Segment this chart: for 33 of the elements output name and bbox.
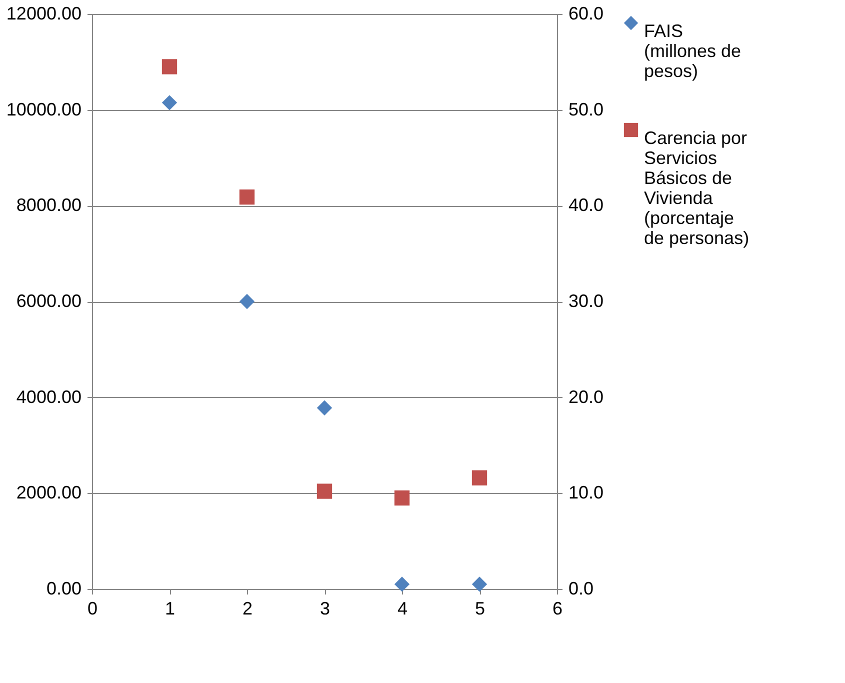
point	[472, 576, 488, 592]
y2-tick-label: 30.0	[568, 291, 604, 311]
y-tick-label: 2000.00	[16, 482, 82, 503]
y-tick-label: 4000.00	[16, 386, 82, 407]
point	[316, 400, 332, 416]
y-tick-label: 8000.00	[16, 195, 82, 216]
y-tick-label: 12000.00	[6, 4, 82, 24]
y2-tick-label: 0.0	[568, 578, 594, 598]
x-tick-label: 4	[397, 598, 408, 618]
y2-tick-label: 50.0	[568, 99, 604, 120]
y2-tick-label: 40.0	[568, 195, 604, 216]
y2-tick-label: 10.0	[568, 482, 604, 503]
x-tick-label: 0	[87, 598, 98, 618]
point	[394, 490, 410, 506]
point	[394, 576, 410, 592]
y-tick-label: 10000.00	[6, 99, 82, 120]
x-tick-label: 6	[552, 598, 563, 618]
point	[239, 294, 255, 310]
y-tick-label: 6000.00	[16, 291, 82, 311]
y2-tick-label: 60.0	[568, 4, 604, 24]
x-tick-label: 1	[164, 598, 176, 618]
y-tick-label: 0.00	[46, 578, 82, 598]
point	[162, 95, 178, 110]
y2-tick-label: 20.0	[568, 386, 604, 407]
x-tick-label: 3	[320, 598, 330, 618]
x-tick-label: 5	[474, 598, 486, 618]
point	[316, 484, 332, 499]
legend-label: FAIS (millones de pesos)	[644, 21, 742, 81]
legend-label: Carencia por Servicios Básicos de Vivienda (porcentaje de personas)	[644, 128, 750, 248]
x-tick-label: 2	[242, 598, 253, 618]
point	[239, 189, 255, 205]
point	[162, 59, 178, 74]
point	[472, 470, 488, 486]
